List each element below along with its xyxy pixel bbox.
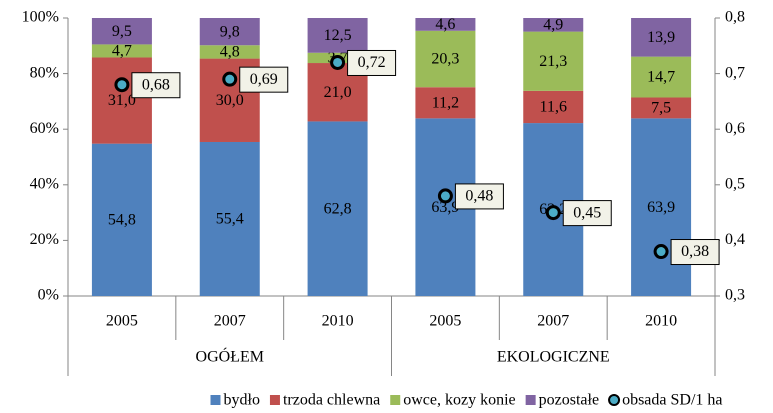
point-label: 0,38 [681, 243, 709, 260]
y-tick-label: 60% [30, 120, 59, 137]
legend-marker [210, 395, 221, 405]
data-label: 9,5 [112, 23, 132, 40]
data-label: 7,5 [651, 100, 671, 117]
point-label-box [670, 239, 720, 266]
x-tick-label: 2007 [214, 313, 246, 330]
legend-label: bydło [224, 392, 260, 409]
data-label: 20,3 [431, 51, 459, 68]
x-tick-label: 2010 [322, 313, 354, 330]
data-label: 21,3 [539, 53, 567, 70]
y-tick-label: 20% [30, 231, 59, 248]
data-label: 4,8 [220, 44, 240, 61]
bar-segment [199, 141, 260, 296]
y-tick-label: 80% [30, 64, 59, 81]
data-label: 9,8 [220, 23, 240, 40]
data-label: 4,7 [112, 43, 132, 60]
point [545, 205, 561, 221]
data-label: 21,0 [324, 84, 352, 101]
bar-segment [523, 90, 584, 124]
data-label: 63,9 [431, 199, 459, 216]
data-label: 54,8 [108, 211, 136, 228]
bar-segment [415, 87, 476, 119]
data-label: 31,0 [108, 92, 136, 109]
point-label: 0,45 [573, 204, 601, 221]
y2-tick-label: 0,5 [725, 175, 745, 192]
bar-segment [91, 18, 152, 45]
y-tick-label: 100% [22, 9, 59, 26]
point-label: 0,69 [250, 71, 278, 88]
point-label-box [562, 200, 612, 227]
bar-segment [415, 18, 476, 31]
data-label: 11,2 [432, 94, 459, 111]
bar-segment [91, 57, 152, 144]
bar-segment [307, 121, 368, 296]
point [653, 244, 669, 260]
legend-label: obsada SD/1 ha [622, 392, 722, 409]
data-label: 4,9 [543, 16, 563, 33]
bar-segment [415, 30, 476, 88]
point-label-box [454, 183, 504, 210]
bar-segment [631, 97, 692, 119]
bar-segment [523, 31, 584, 91]
data-label: 12,5 [324, 27, 352, 44]
bar-segment [523, 18, 584, 32]
y2-tick-label: 0,8 [725, 9, 745, 26]
data-label: 63,9 [647, 199, 675, 216]
legend-label: pozostałe [539, 392, 599, 409]
bar-segment [631, 56, 692, 98]
point [330, 54, 346, 70]
y2-tick-label: 0,3 [725, 287, 745, 304]
y2-tick-label: 0,6 [725, 120, 745, 137]
bar-segment [199, 18, 260, 46]
y-tick-label: 0% [38, 287, 59, 304]
point-label: 0,72 [358, 54, 386, 71]
data-label: 14,7 [647, 69, 675, 86]
y2-tick-label: 0,4 [725, 231, 745, 248]
y-tick-label: 40% [30, 175, 59, 192]
point-label: 0,68 [142, 76, 170, 93]
bar-segment [631, 18, 692, 57]
data-label: 55,4 [216, 211, 244, 228]
group-label: EKOLOGICZNE [497, 349, 610, 366]
point [222, 71, 238, 87]
legend-label: owce, kozy konie [403, 392, 515, 409]
point-label: 0,48 [465, 188, 493, 205]
x-tick-label: 2010 [645, 313, 677, 330]
bar-segment [91, 44, 152, 58]
legend-marker [525, 395, 536, 405]
data-label: 4,6 [435, 16, 455, 33]
bar-segment [199, 45, 260, 59]
data-label: 30,0 [216, 92, 244, 109]
bar-segment [307, 18, 368, 53]
legend-marker [390, 395, 401, 405]
x-tick-label: 2005 [106, 313, 138, 330]
data-label: 11,6 [540, 99, 567, 116]
point [437, 188, 453, 204]
bar-segment [631, 118, 692, 296]
bar-segment [91, 143, 152, 296]
point-label-box [347, 49, 397, 76]
x-tick-label: 2007 [537, 313, 569, 330]
point [114, 77, 130, 93]
legend-label: trzoda chlewna [283, 392, 380, 409]
group-label: OGÓŁEM [196, 347, 264, 366]
data-label: 13,9 [647, 29, 675, 46]
point-label-box [239, 66, 289, 93]
data-label: 62,8 [324, 200, 352, 217]
y2-tick-label: 0,7 [725, 64, 745, 81]
legend-marker [608, 394, 621, 406]
x-tick-label: 2005 [429, 313, 461, 330]
legend-marker [269, 395, 280, 405]
point-label-box [131, 72, 181, 99]
